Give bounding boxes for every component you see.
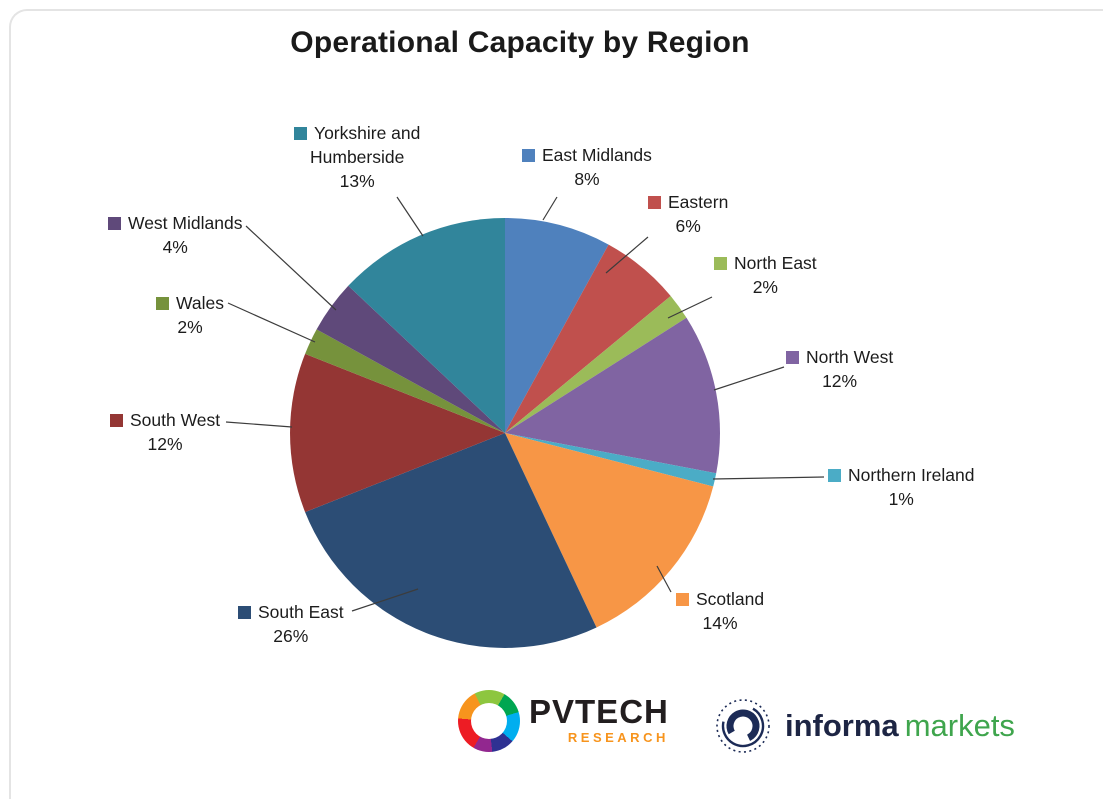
leader-line-wales (227, 302, 316, 343)
pvtech-logo: PVTECH RESEARCH (458, 690, 669, 752)
informa-wordmark: informa (785, 708, 899, 743)
chart-title: Operational Capacity by Region (290, 26, 750, 59)
leader-line-eastern (605, 236, 649, 274)
leader-line-north-west (713, 366, 785, 391)
pie-slice-north-east (505, 296, 687, 433)
pie-slice-northern-ireland (505, 433, 717, 487)
leader-line-east-midlands (542, 196, 558, 221)
pie-slice-east-midlands (505, 218, 609, 433)
pie-slice-yorkshire-and-humberside (348, 218, 505, 433)
leader-line-west-midlands (245, 225, 337, 311)
leader-line-south-west (225, 421, 293, 428)
pie-slice-south-west (290, 353, 505, 513)
pie-slice-eastern (505, 244, 671, 433)
informa-circle-icon (716, 699, 770, 753)
pie-slice-south-east (305, 433, 597, 648)
pie-slice-scotland (505, 433, 714, 628)
leader-line-north-east (667, 296, 713, 319)
leader-line-scotland (656, 565, 672, 593)
pie-slice-west-midlands (316, 285, 505, 433)
informa-markets-logo: informa markets (714, 696, 1015, 756)
pie-slice-north-west (505, 317, 721, 474)
leader-line-northern-ireland (712, 476, 825, 480)
pvtech-wordmark: PVTECH (529, 693, 669, 730)
leader-line-south-east (351, 588, 419, 612)
informa-markets-label: markets (904, 708, 1015, 743)
pvtech-research-label: RESEARCH (567, 730, 669, 745)
leader-line-yorkshire-and-humberside (396, 196, 424, 237)
pie-slice-wales (305, 329, 505, 433)
pvtech-ring-icon (458, 690, 520, 752)
